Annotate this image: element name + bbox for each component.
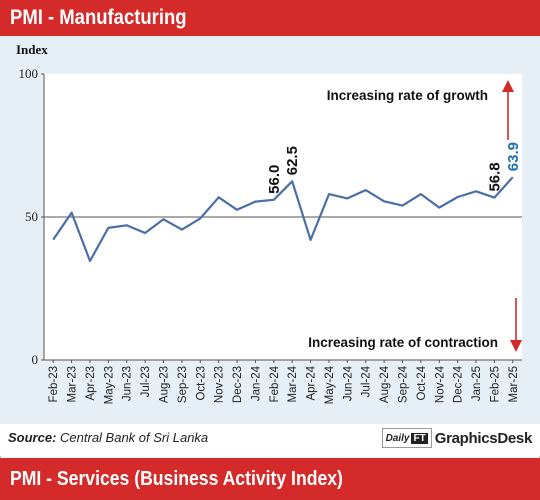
pmi-line-chart: Index 0 50 100 Feb-23 Mar-23 Apr-23 May-23 Jun-2… bbox=[16, 42, 522, 404]
x-tick-label: Sep-24 bbox=[398, 365, 410, 403]
logo-daily: Daily bbox=[385, 432, 410, 444]
next-section-title: PMI - Services (Business Activity Index) bbox=[10, 468, 343, 490]
dailyft-logo: Daily FT bbox=[381, 428, 432, 448]
arrow-up-head bbox=[502, 80, 514, 92]
x-tick-label: Jun-24 bbox=[342, 365, 354, 401]
x-tick-label: Apr-24 bbox=[306, 365, 318, 400]
x-tick-label: Jan-25 bbox=[471, 366, 483, 401]
x-tick-label: Jan-24 bbox=[250, 365, 262, 401]
y-tick-label: 100 bbox=[19, 66, 39, 81]
x-tick-label: Aug-23 bbox=[159, 366, 171, 403]
logo-text: GraphicsDesk bbox=[434, 429, 533, 447]
next-section-bar: PMI - Services (Business Activity Index) bbox=[0, 458, 540, 500]
chart-title: PMI - Manufacturing bbox=[10, 6, 187, 29]
x-tick-label: Oct-24 bbox=[416, 365, 428, 400]
footer bbox=[0, 424, 540, 456]
chart-title-bar: PMI - Manufacturing bbox=[0, 0, 540, 36]
graphicsdesk-logo: Daily FT GraphicsDesk bbox=[381, 428, 533, 448]
annotation-contraction: Increasing rate of contraction bbox=[308, 335, 498, 350]
x-tick-label: Aug-24 bbox=[379, 365, 391, 403]
source-text: Central Bank of Sri Lanka bbox=[60, 430, 209, 445]
x-tick-label: May-23 bbox=[103, 366, 115, 404]
x-tick-label: May-24 bbox=[324, 365, 336, 404]
x-tick-label: Mar-25 bbox=[508, 366, 520, 402]
data-label: 62.5 bbox=[284, 146, 301, 175]
y-axis-label: Index bbox=[16, 42, 48, 57]
source-label: Source: bbox=[8, 430, 57, 445]
data-label: 63.9 bbox=[505, 142, 522, 171]
x-tick-label: Jul-24 bbox=[361, 365, 373, 397]
x-tick-label: Mar-24 bbox=[287, 365, 299, 402]
data-label: 56.8 bbox=[486, 162, 503, 191]
x-tick-label: Dec-23 bbox=[232, 366, 244, 403]
x-tick-label: Nov-23 bbox=[214, 366, 226, 403]
x-tick-label: Oct-23 bbox=[195, 366, 207, 401]
annotation-growth: Increasing rate of growth bbox=[327, 88, 488, 103]
data-label: 56.0 bbox=[266, 165, 283, 194]
arrow-down-head bbox=[510, 340, 522, 352]
series-line bbox=[52, 176, 514, 263]
x-tick-label: Feb-23 bbox=[48, 366, 60, 402]
x-tick-label: Sep-23 bbox=[177, 366, 189, 403]
x-tick-label: Dec-24 bbox=[453, 365, 465, 403]
x-tick-label: Mar-23 bbox=[67, 366, 79, 402]
x-tick-label: Nov-24 bbox=[434, 365, 446, 403]
x-tick-label: Jul-23 bbox=[140, 366, 152, 397]
x-tick-label: Jun-23 bbox=[122, 366, 134, 401]
y-tick-label: 50 bbox=[25, 209, 38, 224]
x-tick-label: Apr-23 bbox=[85, 366, 97, 401]
logo-ft: FT bbox=[411, 432, 428, 444]
x-tick-label: Feb-24 bbox=[269, 365, 281, 402]
x-tick-label: Feb-25 bbox=[489, 366, 501, 402]
y-tick-label: 0 bbox=[32, 352, 39, 367]
source-note: Source: Central Bank of Sri Lanka bbox=[8, 430, 208, 445]
